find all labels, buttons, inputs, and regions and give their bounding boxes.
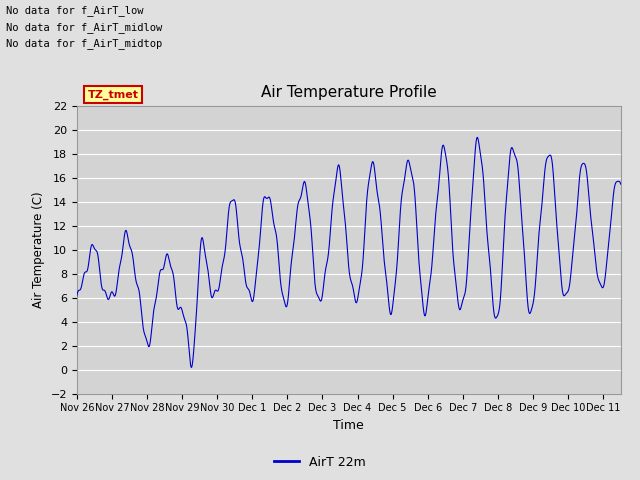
Title: Air Temperature Profile: Air Temperature Profile <box>261 85 436 100</box>
Legend: AirT 22m: AirT 22m <box>269 451 371 474</box>
Text: No data for f_AirT_midtop: No data for f_AirT_midtop <box>6 38 163 49</box>
Text: No data for f_AirT_low: No data for f_AirT_low <box>6 5 144 16</box>
Text: No data for f_AirT_midlow: No data for f_AirT_midlow <box>6 22 163 33</box>
Y-axis label: Air Temperature (C): Air Temperature (C) <box>32 192 45 308</box>
Text: TZ_tmet: TZ_tmet <box>88 90 139 100</box>
X-axis label: Time: Time <box>333 419 364 432</box>
